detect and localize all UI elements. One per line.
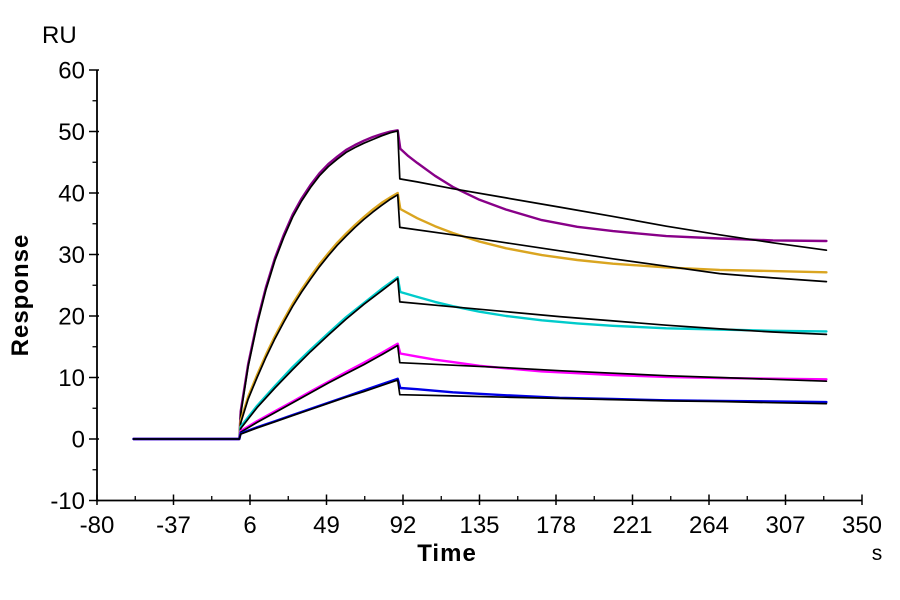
x-tick-label: 221	[612, 512, 652, 539]
series-trace4_fit	[132, 344, 828, 440]
x-tick-label: 350	[842, 512, 882, 539]
x-tick-label: 135	[459, 512, 499, 539]
sensorgram-curves	[132, 129, 828, 441]
series-trace5_fit	[132, 379, 828, 440]
series-trace3_fit	[132, 277, 828, 440]
x-tick-label: 178	[536, 512, 576, 539]
y-tick-label: 0	[72, 427, 85, 454]
x-tick-label: 264	[689, 512, 729, 539]
x-tick-label: 92	[390, 512, 417, 539]
y-tick-label: 30	[58, 242, 85, 269]
x-tick-label: -80	[80, 512, 115, 539]
y-tick-label: 20	[58, 304, 85, 331]
x-tick-label: 6	[243, 512, 256, 539]
series-trace4_measured	[132, 342, 828, 441]
series-trace5_measured	[132, 377, 828, 441]
series-trace1_fit	[132, 130, 828, 440]
y-axis-title: Response	[7, 234, 34, 357]
y-tick-label: 40	[58, 181, 85, 208]
axis-lines	[96, 70, 862, 502]
x-tick-label: 307	[765, 512, 805, 539]
y-axis-unit-label: RU	[42, 22, 77, 49]
series-trace3_measured	[132, 276, 828, 441]
x-axis-unit-label: s	[872, 542, 883, 565]
y-tick-label: 50	[58, 119, 85, 146]
x-tick-label: 49	[313, 512, 340, 539]
y-tick-label: 10	[58, 365, 85, 392]
y-tick-label: 60	[58, 58, 85, 85]
series-trace2_measured	[132, 191, 828, 441]
x-tick-label: -37	[156, 512, 191, 539]
axes: 60 50 40 30 20 10 0 -10-80 -37 6 49 92 135 178 221 264 3…	[50, 58, 882, 540]
x-axis-title: Time	[417, 540, 477, 567]
y-tick-label: -10	[50, 488, 85, 515]
series-trace2_fit	[132, 193, 828, 440]
